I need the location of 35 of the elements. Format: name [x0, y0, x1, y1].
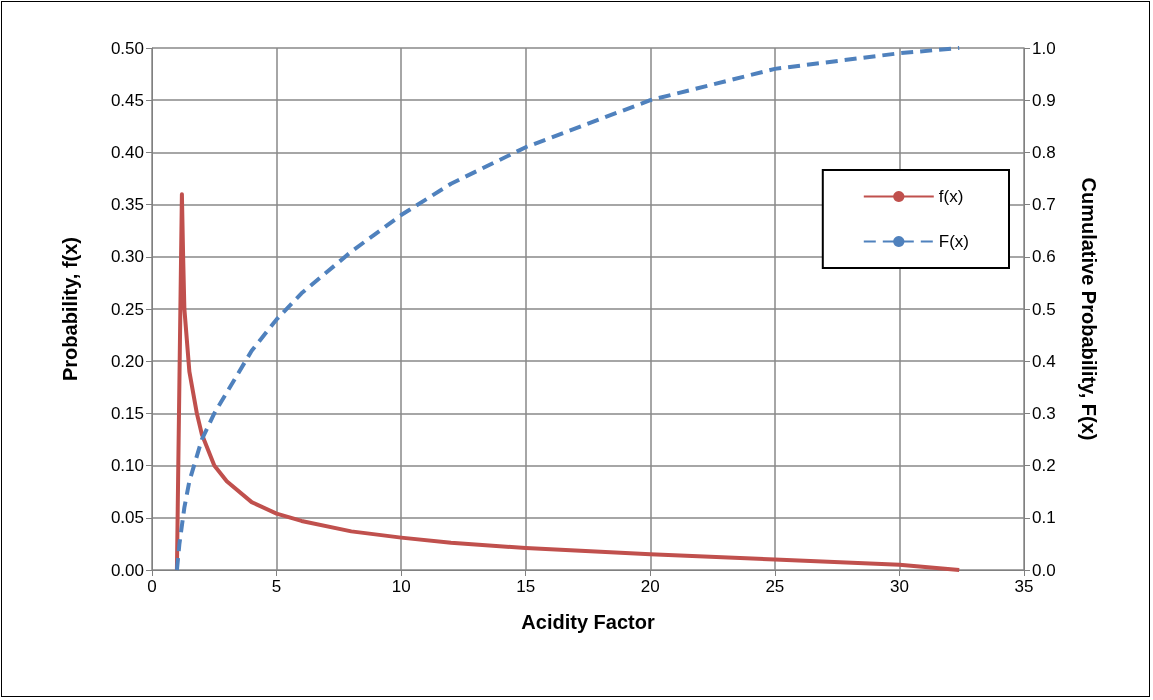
y2-tick-label: 0.5	[1032, 299, 1056, 319]
y2-tick-label: 0.1	[1032, 508, 1056, 528]
y2-tick-label: 0.6	[1032, 247, 1056, 267]
y-axis-title: Probability, f(x)	[59, 236, 81, 382]
y-tick-label: 0.05	[110, 508, 144, 528]
y-tick-label: 0.45	[110, 90, 144, 110]
y-tick-label: 0.20	[110, 351, 144, 371]
y-tick-label: 0.15	[110, 403, 144, 423]
y2-tick-label: 0.4	[1032, 351, 1056, 371]
y2-tick-label: 0.0	[1032, 560, 1056, 580]
y-tick-label: 0.40	[110, 142, 144, 162]
x-tick-label: 0	[147, 577, 157, 596]
y-tick-label: 0.35	[110, 195, 144, 215]
y2-tick-label: 0.7	[1032, 195, 1056, 215]
x-axis-title: Acidity Factor	[521, 611, 655, 633]
x-tick-label: 35	[1014, 577, 1034, 596]
y2-axis-title: Cumulative Probability, F(x)	[1078, 177, 1100, 441]
legend-label: F(x)	[938, 232, 970, 251]
y-tick-label: 0.10	[110, 456, 144, 476]
y2-tick-label: 0.3	[1032, 403, 1056, 423]
y2-tick-label: 0.8	[1032, 142, 1056, 162]
y2-tick-label: 0.9	[1032, 90, 1056, 110]
y2-tick-label: 1.0	[1032, 38, 1056, 58]
y-tick-label: 0.50	[110, 38, 144, 58]
x-tick-label: 15	[516, 577, 536, 596]
y2-tick-label: 0.2	[1032, 456, 1056, 476]
y-tick-label: 0.25	[110, 299, 144, 319]
y-tick-label: 0.30	[110, 247, 144, 267]
y-tick-label: 0.00	[110, 560, 144, 580]
x-tick-label: 10	[391, 577, 411, 596]
x-tick-label: 30	[889, 577, 909, 596]
legend-label: f(x)	[938, 187, 964, 206]
x-tick-label: 25	[765, 577, 785, 596]
x-tick-label: 20	[640, 577, 660, 596]
x-tick-label: 5	[271, 577, 282, 596]
